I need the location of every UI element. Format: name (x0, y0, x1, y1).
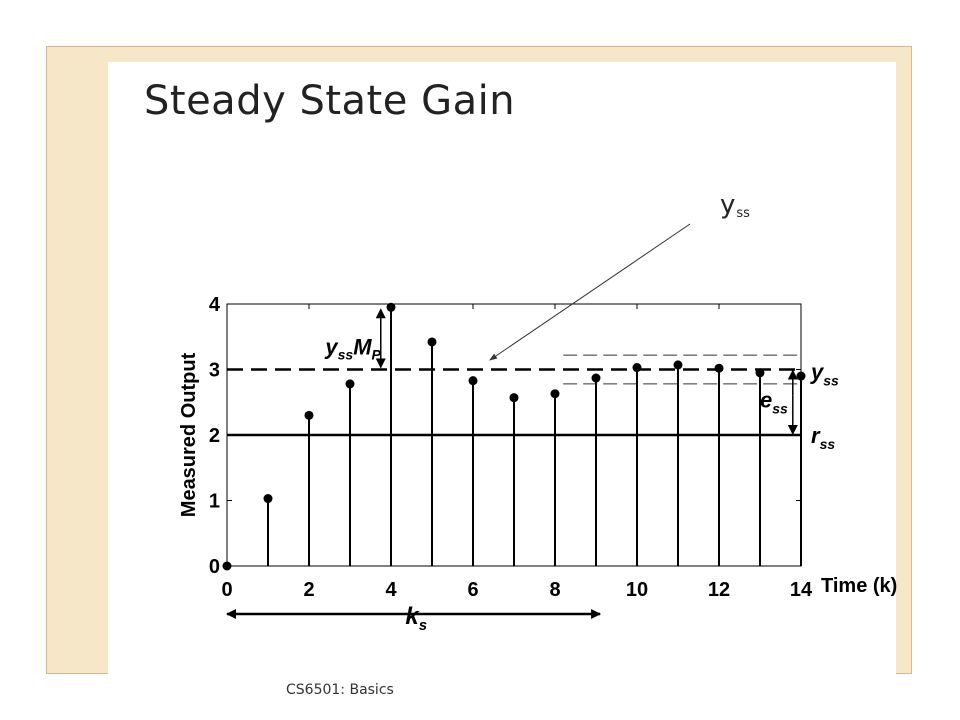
y-tick-label: 1 (209, 491, 220, 513)
rss-label: rss (811, 423, 835, 452)
yss-annotation-main: y (720, 190, 736, 220)
yss-label: yss (810, 360, 839, 389)
stem-marker (263, 494, 273, 504)
x-tick-label: 12 (708, 579, 730, 601)
stem-marker (591, 373, 601, 383)
yss-annotation: yss (720, 190, 750, 221)
stem-marker (386, 302, 396, 312)
y-tick-label: 4 (209, 294, 221, 316)
annotation-pointer (489, 223, 691, 361)
stem-marker (673, 360, 683, 370)
slide-footer: CS6501: Basics (286, 682, 394, 698)
stem-marker (468, 376, 478, 386)
x-tick-label: 14 (790, 579, 813, 601)
x-tick-label: 0 (221, 579, 232, 601)
x-tick-label: 6 (467, 579, 478, 601)
x-tick-label: 8 (549, 579, 560, 601)
slide-title: Steady State Gain (144, 78, 516, 124)
ks-label: ks (405, 603, 427, 634)
stem-marker (427, 337, 437, 347)
yss-annotation-sub: ss (736, 206, 750, 221)
ess-label: ess (760, 387, 788, 416)
x-tick-label: 10 (626, 579, 648, 601)
stem-marker (550, 389, 560, 399)
stem-marker (714, 363, 724, 373)
y-axis-label: Measured Output (178, 352, 200, 517)
x-tick-label: 2 (303, 579, 314, 601)
yss-mp-label: yssMP (324, 335, 381, 363)
stem-marker (304, 410, 314, 420)
stem-marker (509, 393, 519, 403)
stem-marker (222, 561, 232, 571)
stem-marker (632, 363, 642, 373)
stem-marker (345, 379, 355, 389)
x-axis-label: Time (k) (821, 575, 897, 597)
y-tick-label: 3 (209, 360, 220, 382)
y-tick-label: 0 (209, 556, 220, 578)
y-tick-label: 2 (209, 425, 220, 447)
stem-marker (755, 368, 765, 378)
slide-panel (108, 62, 896, 674)
x-tick-label: 4 (385, 579, 397, 601)
stem-marker (796, 371, 806, 381)
